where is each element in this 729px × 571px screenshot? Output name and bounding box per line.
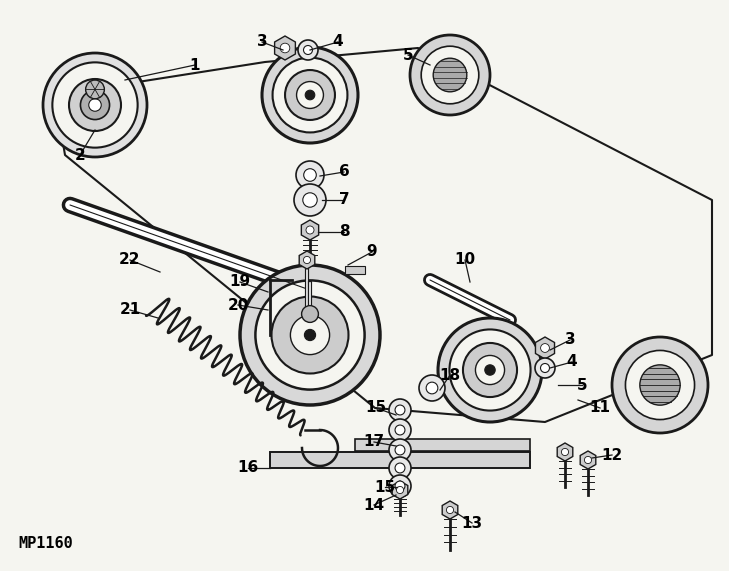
Circle shape bbox=[397, 486, 404, 493]
Circle shape bbox=[625, 351, 695, 420]
Circle shape bbox=[290, 315, 330, 355]
Circle shape bbox=[85, 80, 104, 99]
Text: 22: 22 bbox=[120, 252, 141, 267]
Text: 15: 15 bbox=[375, 480, 396, 494]
Circle shape bbox=[69, 79, 121, 131]
Circle shape bbox=[298, 40, 318, 60]
Text: 18: 18 bbox=[440, 368, 461, 383]
Text: 5: 5 bbox=[402, 47, 413, 62]
Circle shape bbox=[389, 439, 411, 461]
Polygon shape bbox=[557, 443, 573, 461]
Circle shape bbox=[303, 46, 313, 54]
Text: 10: 10 bbox=[454, 252, 475, 267]
Circle shape bbox=[540, 364, 550, 372]
Circle shape bbox=[280, 43, 290, 53]
Text: 20: 20 bbox=[227, 297, 249, 312]
Text: 14: 14 bbox=[364, 497, 385, 513]
Text: 4: 4 bbox=[332, 34, 343, 50]
FancyBboxPatch shape bbox=[355, 439, 530, 451]
Circle shape bbox=[446, 506, 453, 513]
Circle shape bbox=[535, 358, 555, 378]
Text: 1: 1 bbox=[190, 58, 200, 73]
Circle shape bbox=[640, 365, 680, 405]
Circle shape bbox=[389, 419, 411, 441]
Text: 13: 13 bbox=[461, 516, 483, 530]
Text: 12: 12 bbox=[601, 448, 623, 463]
Circle shape bbox=[52, 62, 138, 148]
Text: 3: 3 bbox=[257, 34, 268, 50]
Circle shape bbox=[303, 193, 317, 207]
Circle shape bbox=[302, 305, 319, 323]
Circle shape bbox=[240, 265, 380, 405]
Polygon shape bbox=[536, 337, 555, 359]
Circle shape bbox=[463, 343, 517, 397]
Text: 17: 17 bbox=[364, 435, 385, 449]
Circle shape bbox=[271, 296, 348, 373]
Text: 4: 4 bbox=[566, 355, 577, 369]
Circle shape bbox=[80, 90, 109, 119]
Text: 19: 19 bbox=[230, 275, 251, 289]
Text: 15: 15 bbox=[365, 400, 386, 416]
Circle shape bbox=[255, 280, 364, 389]
Text: 8: 8 bbox=[339, 224, 349, 239]
FancyBboxPatch shape bbox=[270, 452, 530, 468]
Text: 6: 6 bbox=[339, 164, 349, 179]
Circle shape bbox=[395, 463, 405, 473]
Circle shape bbox=[475, 355, 504, 384]
Circle shape bbox=[306, 226, 314, 234]
Circle shape bbox=[421, 46, 479, 104]
Circle shape bbox=[433, 58, 467, 92]
Circle shape bbox=[296, 161, 324, 189]
Polygon shape bbox=[301, 220, 319, 240]
Circle shape bbox=[395, 425, 405, 435]
Polygon shape bbox=[580, 451, 596, 469]
Circle shape bbox=[561, 448, 569, 456]
Circle shape bbox=[297, 82, 324, 108]
Polygon shape bbox=[392, 481, 408, 499]
FancyBboxPatch shape bbox=[345, 266, 365, 274]
Circle shape bbox=[43, 53, 147, 157]
Text: 11: 11 bbox=[590, 400, 610, 416]
Circle shape bbox=[410, 35, 490, 115]
Circle shape bbox=[305, 90, 315, 100]
Circle shape bbox=[262, 47, 358, 143]
Circle shape bbox=[89, 99, 101, 111]
Circle shape bbox=[395, 481, 405, 491]
Circle shape bbox=[395, 445, 405, 455]
Circle shape bbox=[485, 365, 495, 375]
Polygon shape bbox=[299, 251, 315, 269]
Circle shape bbox=[285, 70, 335, 120]
Circle shape bbox=[426, 382, 438, 394]
Text: 7: 7 bbox=[339, 192, 349, 207]
Circle shape bbox=[419, 375, 445, 401]
Circle shape bbox=[389, 475, 411, 497]
Circle shape bbox=[395, 405, 405, 415]
Text: MP1160: MP1160 bbox=[18, 536, 73, 551]
Circle shape bbox=[305, 329, 316, 340]
Polygon shape bbox=[275, 36, 295, 60]
Text: 2: 2 bbox=[74, 147, 85, 163]
Text: 3: 3 bbox=[565, 332, 575, 348]
Text: 5: 5 bbox=[577, 377, 588, 392]
Text: 21: 21 bbox=[120, 303, 141, 317]
Circle shape bbox=[450, 329, 531, 411]
Text: 9: 9 bbox=[367, 244, 378, 259]
Circle shape bbox=[389, 399, 411, 421]
Circle shape bbox=[294, 184, 326, 216]
Circle shape bbox=[273, 58, 348, 132]
Circle shape bbox=[438, 318, 542, 422]
Circle shape bbox=[304, 168, 316, 182]
Circle shape bbox=[612, 337, 708, 433]
Text: 16: 16 bbox=[238, 460, 259, 476]
Circle shape bbox=[541, 344, 550, 352]
Circle shape bbox=[585, 456, 592, 464]
Circle shape bbox=[303, 256, 311, 264]
Polygon shape bbox=[443, 501, 458, 519]
Circle shape bbox=[389, 457, 411, 479]
